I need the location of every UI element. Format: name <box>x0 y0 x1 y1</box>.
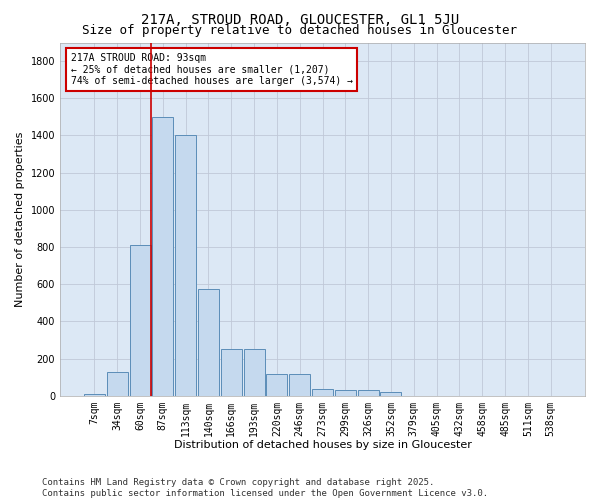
Bar <box>84 394 105 396</box>
Bar <box>335 390 356 396</box>
Bar <box>130 245 151 396</box>
Text: 217A, STROUD ROAD, GLOUCESTER, GL1 5JU: 217A, STROUD ROAD, GLOUCESTER, GL1 5JU <box>141 12 459 26</box>
Text: Size of property relative to detached houses in Gloucester: Size of property relative to detached ho… <box>83 24 517 37</box>
Bar <box>244 349 265 396</box>
Bar <box>380 392 401 396</box>
Text: 217A STROUD ROAD: 93sqm
← 25% of detached houses are smaller (1,207)
74% of semi: 217A STROUD ROAD: 93sqm ← 25% of detache… <box>71 53 353 86</box>
Bar <box>198 289 219 396</box>
Bar <box>175 136 196 396</box>
Bar <box>266 374 287 396</box>
Bar <box>221 349 242 396</box>
Y-axis label: Number of detached properties: Number of detached properties <box>15 132 25 307</box>
Bar <box>358 390 379 396</box>
Bar <box>289 374 310 396</box>
X-axis label: Distribution of detached houses by size in Gloucester: Distribution of detached houses by size … <box>173 440 472 450</box>
Bar <box>107 372 128 396</box>
Bar <box>152 117 173 396</box>
Bar <box>312 389 333 396</box>
Text: Contains HM Land Registry data © Crown copyright and database right 2025.
Contai: Contains HM Land Registry data © Crown c… <box>42 478 488 498</box>
